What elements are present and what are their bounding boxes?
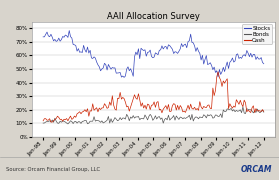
Text: ORCAM: ORCAM [241, 165, 272, 174]
Text: Source: Orcam Financial Group, LLC: Source: Orcam Financial Group, LLC [6, 167, 100, 172]
Title: AAII Allocation Survey: AAII Allocation Survey [107, 12, 200, 21]
Legend: Stocks, Bonds, Cash: Stocks, Bonds, Cash [242, 24, 272, 44]
